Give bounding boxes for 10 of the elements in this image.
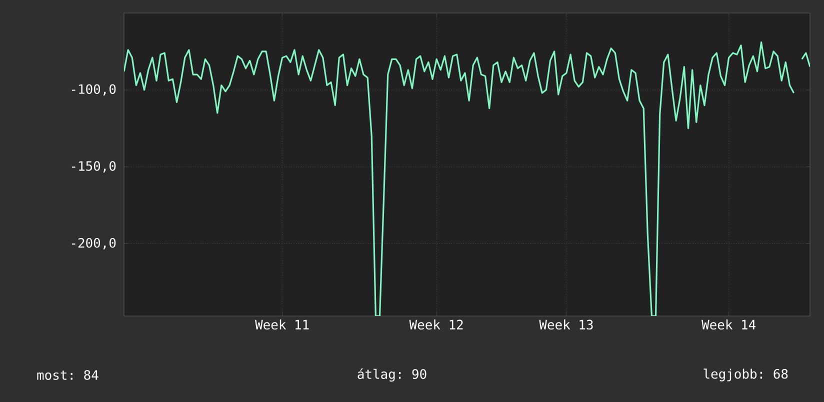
text: legjobb: 68 <box>704 368 788 382</box>
text: most: 84 <box>37 370 98 380</box>
x-tick-label: Week 13 <box>539 320 593 330</box>
y-tick-label: -100,0 <box>72 84 116 96</box>
text: átlag: 90 <box>358 368 426 382</box>
x-tick-label: Week 12 <box>409 320 463 330</box>
x-tick-label: Week 11 <box>255 320 309 330</box>
y-tick-label: -200,0 <box>72 238 116 250</box>
y-tick-label: -150,0 <box>72 161 116 173</box>
x-tick-label: Week 14 <box>702 320 756 330</box>
